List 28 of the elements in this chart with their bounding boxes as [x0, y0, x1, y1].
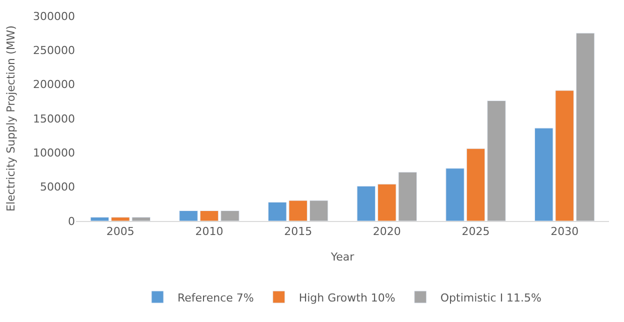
bar — [576, 32, 595, 221]
y-tick-label: 150000 — [33, 112, 75, 126]
y-tick-label: 100000 — [33, 146, 75, 160]
legend-label: Reference 7% — [178, 291, 254, 304]
y-tick-label: 200000 — [33, 78, 75, 92]
y-tick-label: 250000 — [33, 44, 75, 58]
x-tick-label: 2015 — [284, 225, 312, 238]
bar — [220, 210, 240, 221]
bar — [200, 210, 219, 221]
x-axis-title: Year — [330, 250, 355, 264]
bar — [356, 186, 376, 221]
x-tick-label: 2025 — [462, 225, 490, 238]
bar — [446, 168, 464, 221]
y-axis-title: Electricity Supply Projection (MW) — [4, 26, 18, 212]
legend-label: High Growth 10% — [298, 291, 396, 304]
x-tick-label: 2005 — [106, 225, 134, 238]
x-tick-label: 2030 — [550, 225, 579, 238]
x-tick-label: 2020 — [372, 225, 401, 238]
x-tick-label: 2010 — [195, 225, 224, 238]
y-tick-label: 50000 — [40, 180, 75, 194]
bar — [487, 100, 506, 221]
bar — [309, 200, 328, 221]
y-tick-label: 0 — [68, 214, 75, 228]
bar — [90, 216, 110, 221]
bar — [179, 210, 198, 221]
legend-label: Optimistic I 11.5% — [440, 291, 542, 304]
bar — [466, 148, 486, 221]
y-tick-label: 300000 — [33, 10, 75, 23]
